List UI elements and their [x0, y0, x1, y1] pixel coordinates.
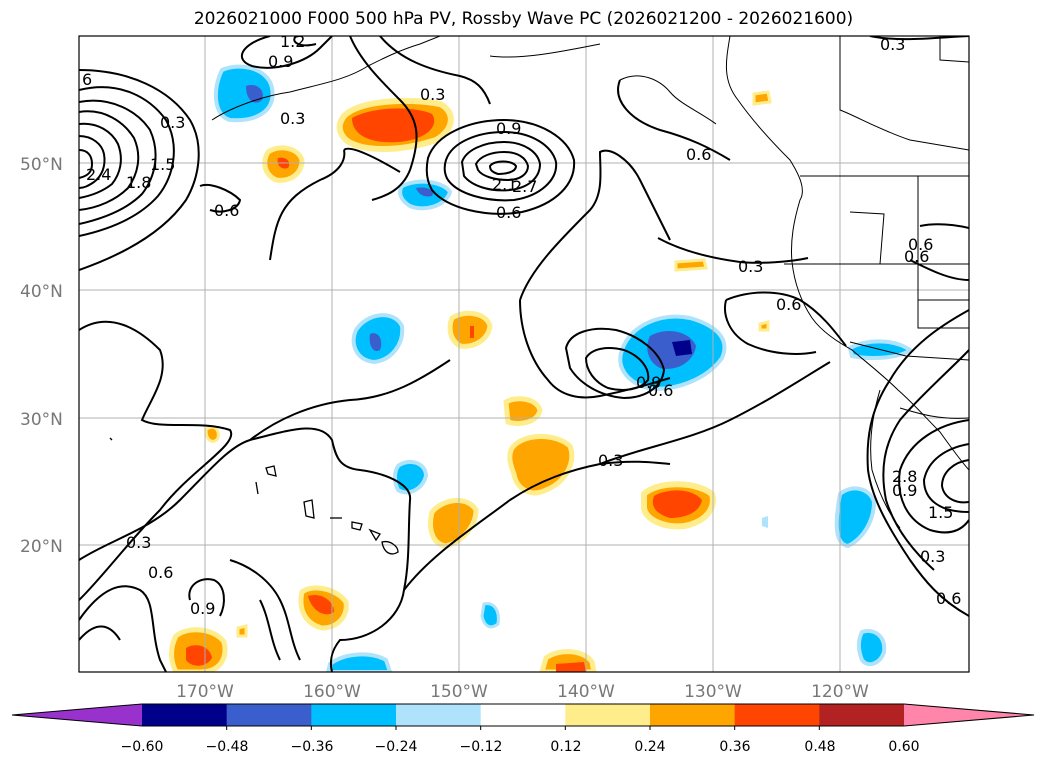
colorbar-segment: [311, 704, 397, 726]
contour-label: 0.9: [496, 119, 521, 138]
colorbar-tick-label: 0.60: [888, 739, 919, 755]
colorbar-segment: [396, 704, 482, 726]
contour-label: 2.1: [492, 175, 517, 194]
contour-label: 0.3: [160, 113, 185, 132]
contour-label: 0.3: [280, 109, 305, 128]
contour-label: 0.9: [190, 599, 215, 618]
colorbar: [11, 703, 1035, 730]
colorbar-segment: [819, 704, 905, 726]
colorbar-segment: [480, 704, 566, 726]
contour-label: 2.4: [86, 165, 111, 184]
colorbar-segment: [226, 704, 312, 726]
contour-label: 2.7: [512, 177, 537, 196]
contour-label: 0.6: [908, 235, 933, 254]
colorbar-extend-max: [904, 704, 1034, 726]
lat-label: 40°N: [20, 282, 63, 302]
lat-label: 30°N: [20, 410, 63, 430]
latitude-labels: 50°N 40°N 30°N 20°N: [20, 155, 63, 557]
colorbar-tick-label: 0.36: [719, 739, 750, 755]
figure-title: 2026021000 F000 500 hPa PV, Rossby Wave …: [193, 9, 854, 29]
lat-label: 20°N: [20, 537, 63, 557]
contour-label: 0.3: [920, 547, 945, 566]
contour-labels: 6 0.9 1.2 0.3 0.3 0.3 0.9 0.6 0.6 2.4 1.…: [82, 32, 961, 618]
colorbar-tick-label: 0.12: [550, 739, 581, 755]
longitude-labels: 170°W 160°W 150°W 140°W 130°W 120°W: [176, 682, 869, 702]
coastlines: [211, 36, 969, 529]
colorbar-segment: [565, 704, 651, 726]
contour-label: 0.9: [268, 52, 293, 71]
contour-label: 1.5: [928, 503, 953, 522]
contour-label: 0.9: [636, 373, 661, 392]
contour-label: 1.5: [150, 155, 175, 174]
contour-label: 6: [82, 70, 92, 89]
islands: [109, 437, 399, 555]
contour-label: 1.8: [126, 173, 151, 192]
lon-label: 120°W: [811, 682, 869, 702]
colorbar-tick-label: −0.48: [206, 739, 249, 755]
colorbar-tick-label: −0.36: [291, 739, 334, 755]
colorbar-ticks: −0.60 −0.48 −0.36 −0.24 −0.12 0.12 0.24 …: [121, 739, 920, 755]
colorbar-tick-label: 0.24: [634, 739, 665, 755]
colorbar-tick-label: −0.24: [375, 739, 418, 755]
pv-contours: [79, 36, 969, 672]
contour-label: 0.6: [904, 247, 929, 266]
anomaly-shading: [169, 64, 914, 672]
lon-label: 150°W: [430, 682, 488, 702]
contour-label: 0.6: [776, 295, 801, 314]
map-panel: 6 0.9 1.2 0.3 0.3 0.3 0.9 0.6 0.6 2.4 1.…: [79, 32, 969, 672]
lon-label: 160°W: [303, 682, 361, 702]
colorbar-tick-label: −0.60: [121, 739, 164, 755]
colorbar-segment: [142, 704, 228, 726]
contour-label: 1.2: [280, 32, 305, 51]
contour-label: 0.3: [420, 85, 445, 104]
colorbar-segment: [734, 704, 820, 726]
lon-label: 140°W: [557, 682, 615, 702]
contour-label: 0.6: [496, 203, 521, 222]
contour-label: 0.6: [648, 381, 673, 400]
contour-label: 0.6: [686, 145, 711, 164]
contour-label: 0.6: [936, 589, 961, 608]
contour-label: 0.3: [598, 451, 623, 470]
lon-label: 170°W: [176, 682, 234, 702]
contour-label: 0.3: [126, 533, 151, 552]
contour-label: 2.8: [892, 467, 917, 486]
contour-label: 0.3: [738, 257, 763, 276]
contour-label: 0.9: [892, 481, 917, 500]
lat-label: 50°N: [20, 155, 63, 175]
contour-label: 0.3: [880, 35, 905, 54]
lon-label: 130°W: [684, 682, 742, 702]
colorbar-extend-min: [12, 704, 142, 726]
colorbar-tick-label: 0.48: [804, 739, 835, 755]
colorbar-outline: [11, 703, 1035, 727]
map-frame: [78, 35, 970, 673]
contour-label: 0.6: [148, 563, 173, 582]
colorbar-tick-label: −0.12: [460, 739, 503, 755]
colorbar-segment: [650, 704, 736, 726]
contour-label: 0.6: [214, 201, 239, 220]
